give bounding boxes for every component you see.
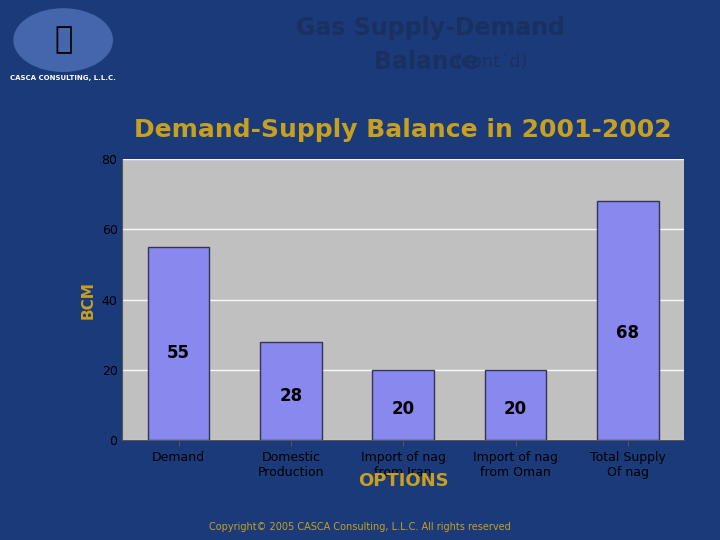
Text: 20: 20 bbox=[504, 400, 527, 417]
Text: (cont´d): (cont´d) bbox=[454, 53, 528, 71]
Text: 55: 55 bbox=[167, 344, 190, 362]
Text: 68: 68 bbox=[616, 323, 639, 342]
Bar bbox=[148, 247, 210, 440]
Text: Copyright© 2005 CASCA Consulting, L.L.C. All rights reserved: Copyright© 2005 CASCA Consulting, L.L.C.… bbox=[209, 522, 511, 532]
Y-axis label: BCM: BCM bbox=[81, 281, 96, 319]
Text: CASCA CONSULTING, L.L.C.: CASCA CONSULTING, L.L.C. bbox=[10, 76, 116, 82]
Text: 🌐: 🌐 bbox=[54, 25, 72, 55]
Text: Demand-Supply Balance in 2001-2002: Demand-Supply Balance in 2001-2002 bbox=[135, 118, 672, 141]
Text: 20: 20 bbox=[392, 400, 415, 417]
Circle shape bbox=[14, 9, 112, 71]
Text: 28: 28 bbox=[279, 387, 302, 405]
Text: OPTIONS: OPTIONS bbox=[358, 471, 449, 490]
Bar bbox=[485, 370, 546, 440]
Bar bbox=[597, 201, 659, 440]
Text: Balance: Balance bbox=[374, 50, 487, 74]
Bar bbox=[372, 370, 434, 440]
Bar bbox=[260, 342, 322, 440]
Text: Gas Supply-Demand: Gas Supply-Demand bbox=[296, 16, 564, 40]
